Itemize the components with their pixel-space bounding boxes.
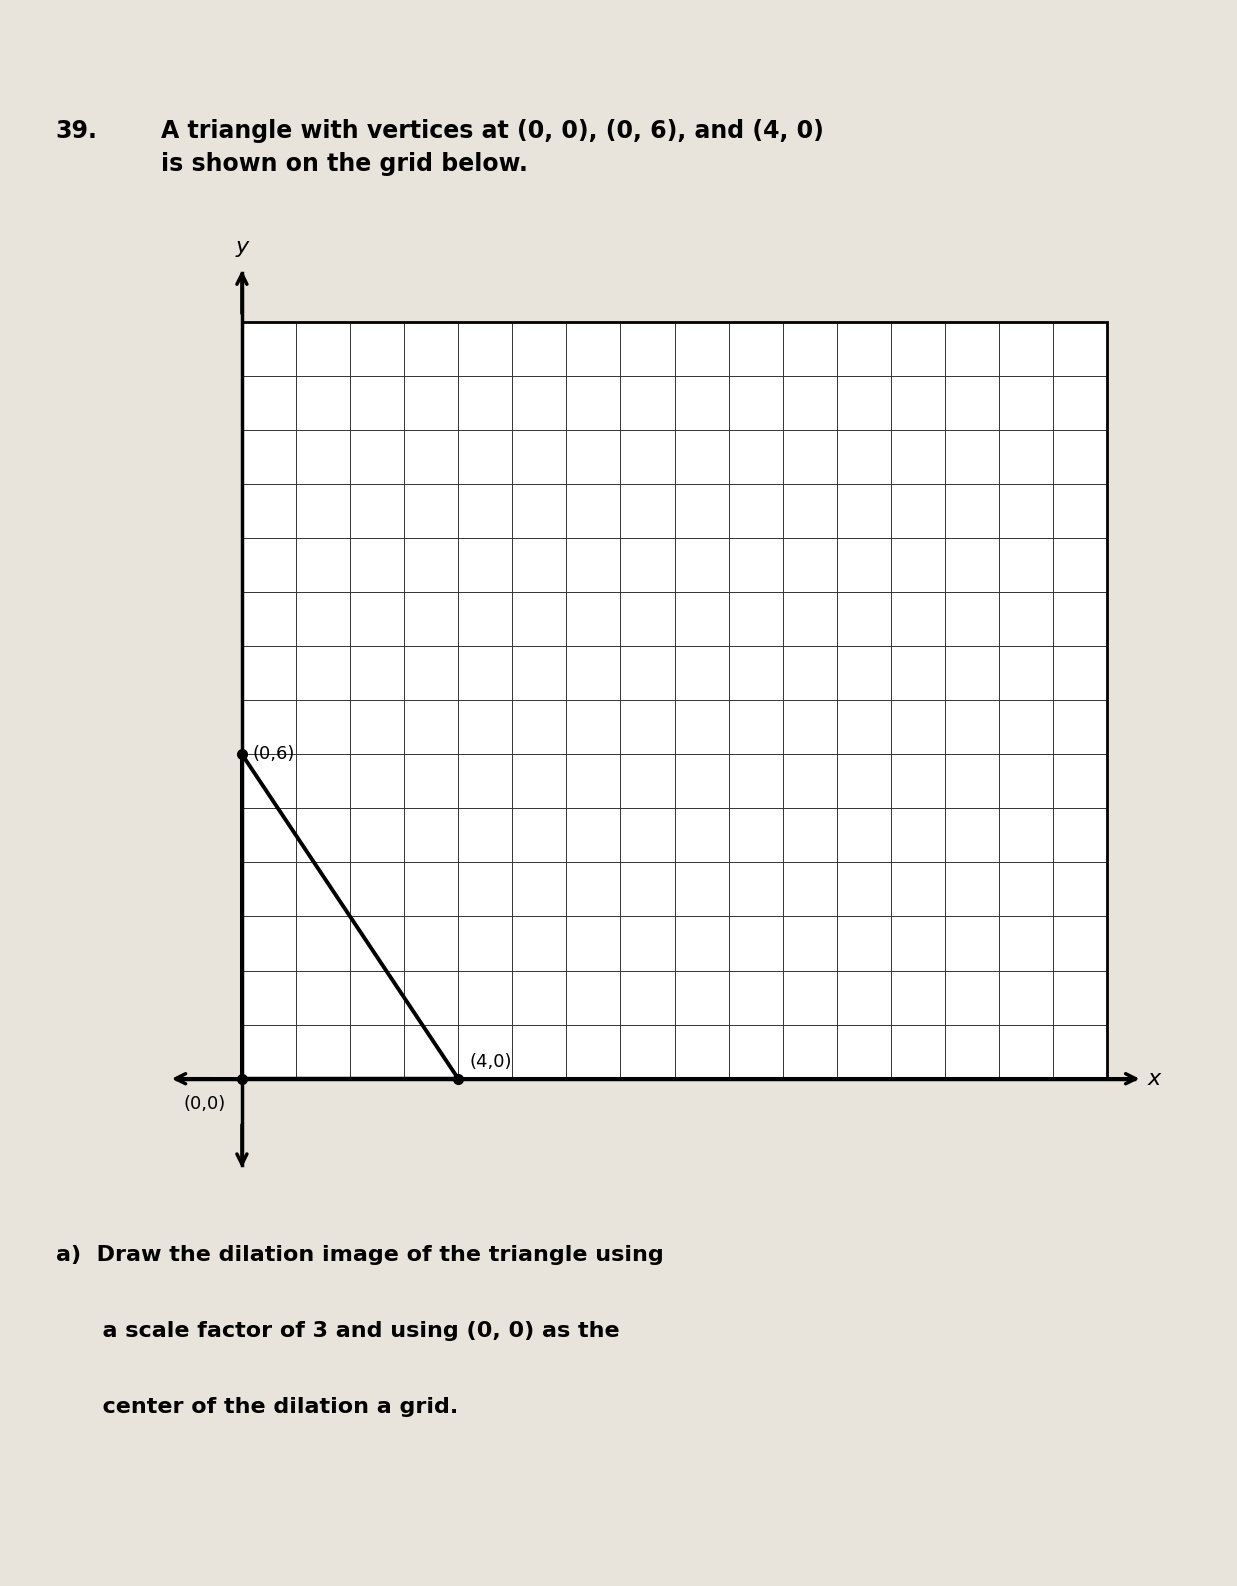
- Text: 39.: 39.: [56, 119, 98, 143]
- Text: A triangle with vertices at (0, 0), (0, 6), and (4, 0)
is shown on the grid belo: A triangle with vertices at (0, 0), (0, …: [161, 119, 824, 176]
- Text: center of the dilation a grid.: center of the dilation a grid.: [56, 1397, 458, 1418]
- Text: (4,0): (4,0): [469, 1053, 512, 1071]
- Bar: [242, 322, 1107, 1078]
- Text: a)  Draw the dilation image of the triangle using: a) Draw the dilation image of the triang…: [56, 1245, 663, 1266]
- Text: (0,0): (0,0): [183, 1094, 225, 1113]
- Text: x: x: [1148, 1069, 1160, 1088]
- Bar: [242, 322, 1107, 1078]
- Text: (0,6): (0,6): [252, 745, 296, 763]
- Text: y: y: [235, 236, 249, 257]
- Text: a scale factor of 3 and using (0, 0) as the: a scale factor of 3 and using (0, 0) as …: [56, 1321, 620, 1342]
